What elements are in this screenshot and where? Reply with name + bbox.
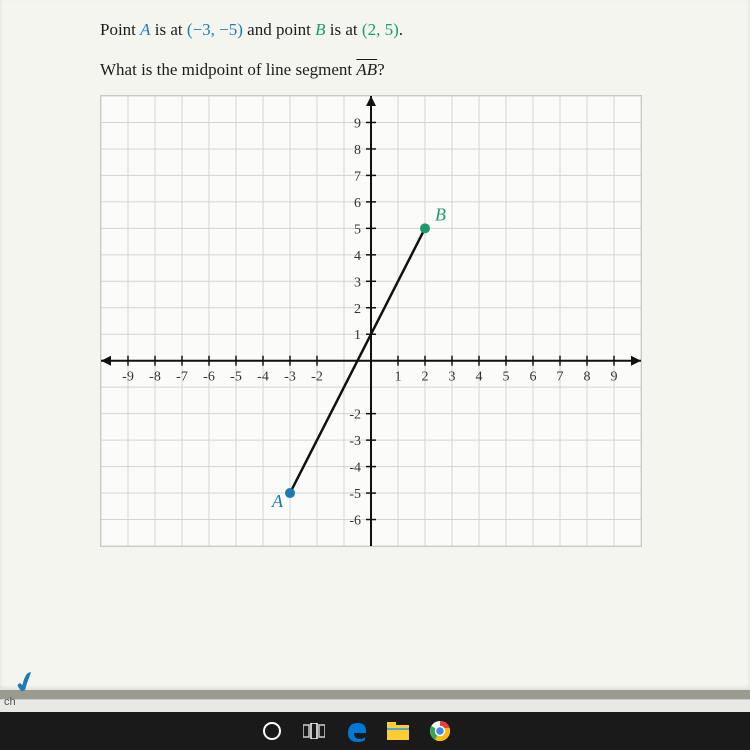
cortana-icon[interactable] <box>260 719 284 743</box>
edge-icon[interactable] <box>344 719 368 743</box>
text: is at <box>326 20 362 39</box>
svg-text:-2: -2 <box>349 408 361 423</box>
svg-text:-9: -9 <box>122 370 134 385</box>
variable-b: B <box>315 20 325 39</box>
svg-text:3: 3 <box>354 275 361 290</box>
svg-text:6: 6 <box>530 370 537 385</box>
problem-statement: Point A is at (−3, −5) and point B is at… <box>100 20 750 40</box>
svg-text:-6: -6 <box>203 370 215 385</box>
svg-text:-2: -2 <box>311 370 323 385</box>
svg-text:1: 1 <box>354 328 361 343</box>
svg-text:6: 6 <box>354 196 361 211</box>
svg-text:2: 2 <box>354 302 361 317</box>
text: . <box>399 20 403 39</box>
coordinate-graph: -9 -8 -7 -6 -5 -4 -3 -2 1 2 3 4 5 6 7 8 9 1 2 3 4 5 6 7 8 9 -2 -3 -4… <box>100 95 642 547</box>
svg-text:5: 5 <box>503 370 510 385</box>
svg-text:-3: -3 <box>349 434 361 449</box>
svg-text:-7: -7 <box>176 370 188 385</box>
text: is at <box>151 20 187 39</box>
svg-text:-8: -8 <box>149 370 161 385</box>
svg-text:-4: -4 <box>257 370 269 385</box>
file-explorer-icon[interactable] <box>386 719 410 743</box>
taskview-icon[interactable] <box>302 719 326 743</box>
svg-text:9: 9 <box>611 370 618 385</box>
svg-text:5: 5 <box>354 222 361 237</box>
text: ? <box>377 60 385 79</box>
text: What is the midpoint of line segment <box>100 60 356 79</box>
svg-text:7: 7 <box>354 169 361 184</box>
content-area: Point A is at (−3, −5) and point B is at… <box>0 0 750 690</box>
svg-text:8: 8 <box>354 143 361 158</box>
window-edge <box>0 699 750 712</box>
graph-svg: -9 -8 -7 -6 -5 -4 -3 -2 1 2 3 4 5 6 7 8 9 1 2 3 4 5 6 7 8 9 -2 -3 -4… <box>101 96 641 546</box>
windows-taskbar[interactable] <box>0 712 750 750</box>
svg-text:A: A <box>271 491 284 511</box>
svg-text:2: 2 <box>422 370 429 385</box>
svg-text:B: B <box>435 204 446 224</box>
svg-text:4: 4 <box>476 370 483 385</box>
text: Point <box>100 20 140 39</box>
text: and point <box>243 20 315 39</box>
svg-text:-5: -5 <box>349 487 361 502</box>
svg-text:-5: -5 <box>230 370 242 385</box>
chrome-icon[interactable] <box>428 719 452 743</box>
search-text-fragment: ch <box>4 696 16 708</box>
svg-text:-6: -6 <box>349 514 361 529</box>
coord-a: (−3, −5) <box>187 20 243 39</box>
svg-text:9: 9 <box>354 116 361 131</box>
svg-text:1: 1 <box>395 370 402 385</box>
coord-b: (2, 5) <box>362 20 399 39</box>
svg-text:7: 7 <box>557 370 564 385</box>
svg-text:3: 3 <box>449 370 456 385</box>
variable-a: A <box>140 20 150 39</box>
question: What is the midpoint of line segment AB? <box>100 60 750 80</box>
svg-text:4: 4 <box>354 249 361 264</box>
segment-ab: AB <box>356 60 377 79</box>
svg-text:8: 8 <box>584 370 591 385</box>
svg-text:-4: -4 <box>349 461 361 476</box>
svg-text:-3: -3 <box>284 370 296 385</box>
